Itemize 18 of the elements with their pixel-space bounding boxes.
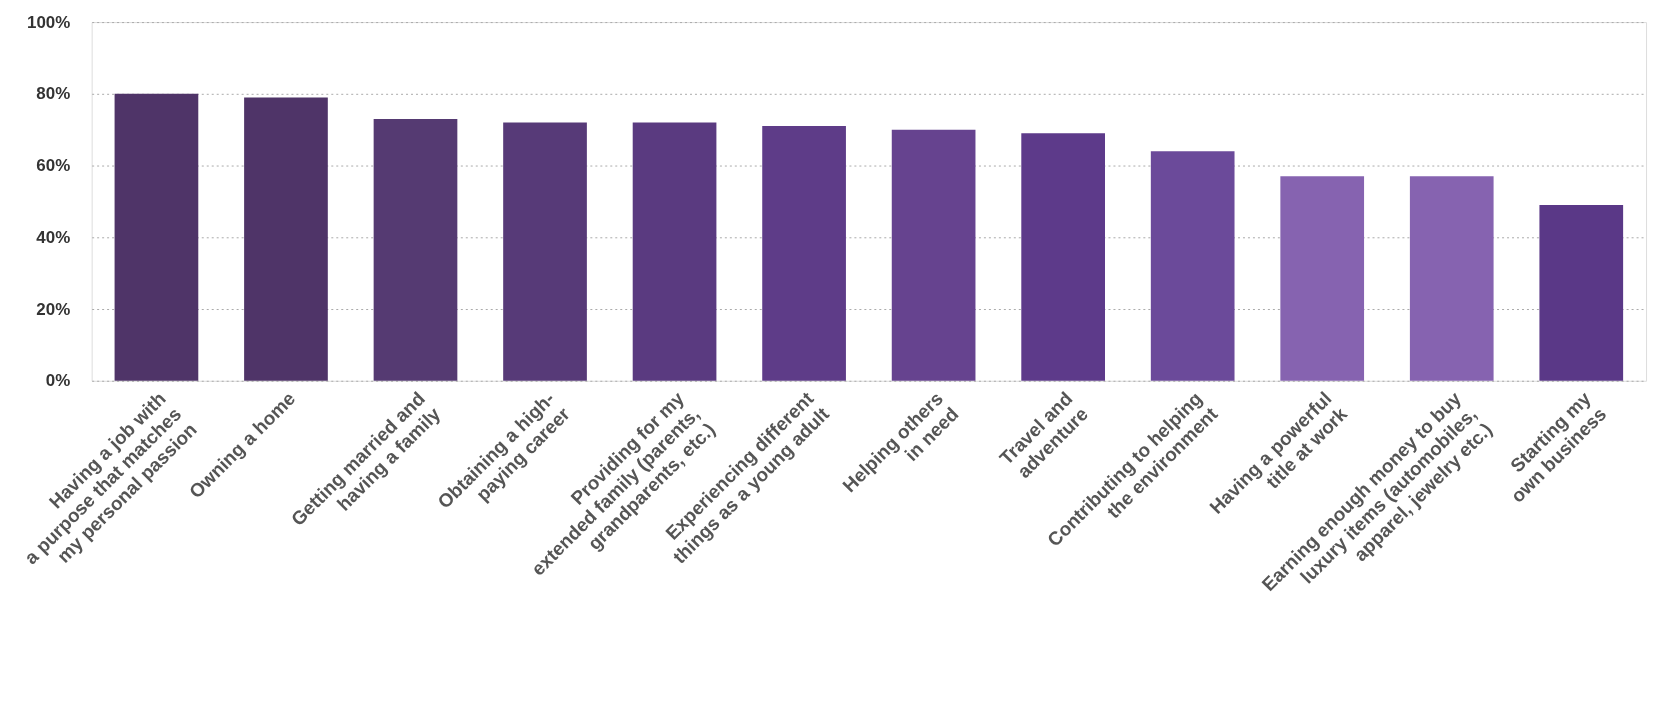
bar <box>762 126 846 381</box>
bar <box>632 122 717 381</box>
y-tick-label: 0% <box>45 371 71 391</box>
y-tick-label: 20% <box>36 299 71 319</box>
y-tick-label: 80% <box>36 84 71 104</box>
bar <box>114 93 199 381</box>
bar <box>1280 176 1365 381</box>
bar <box>1150 151 1235 381</box>
bar <box>373 118 458 381</box>
bar <box>244 97 328 381</box>
bar <box>503 122 587 381</box>
y-tick-label: 40% <box>36 227 71 247</box>
bar <box>1539 205 1624 381</box>
bar <box>891 129 976 381</box>
bar <box>1409 176 1494 381</box>
y-tick-label: 60% <box>36 156 71 176</box>
bar <box>1021 133 1105 381</box>
y-tick-label: 100% <box>26 12 71 32</box>
